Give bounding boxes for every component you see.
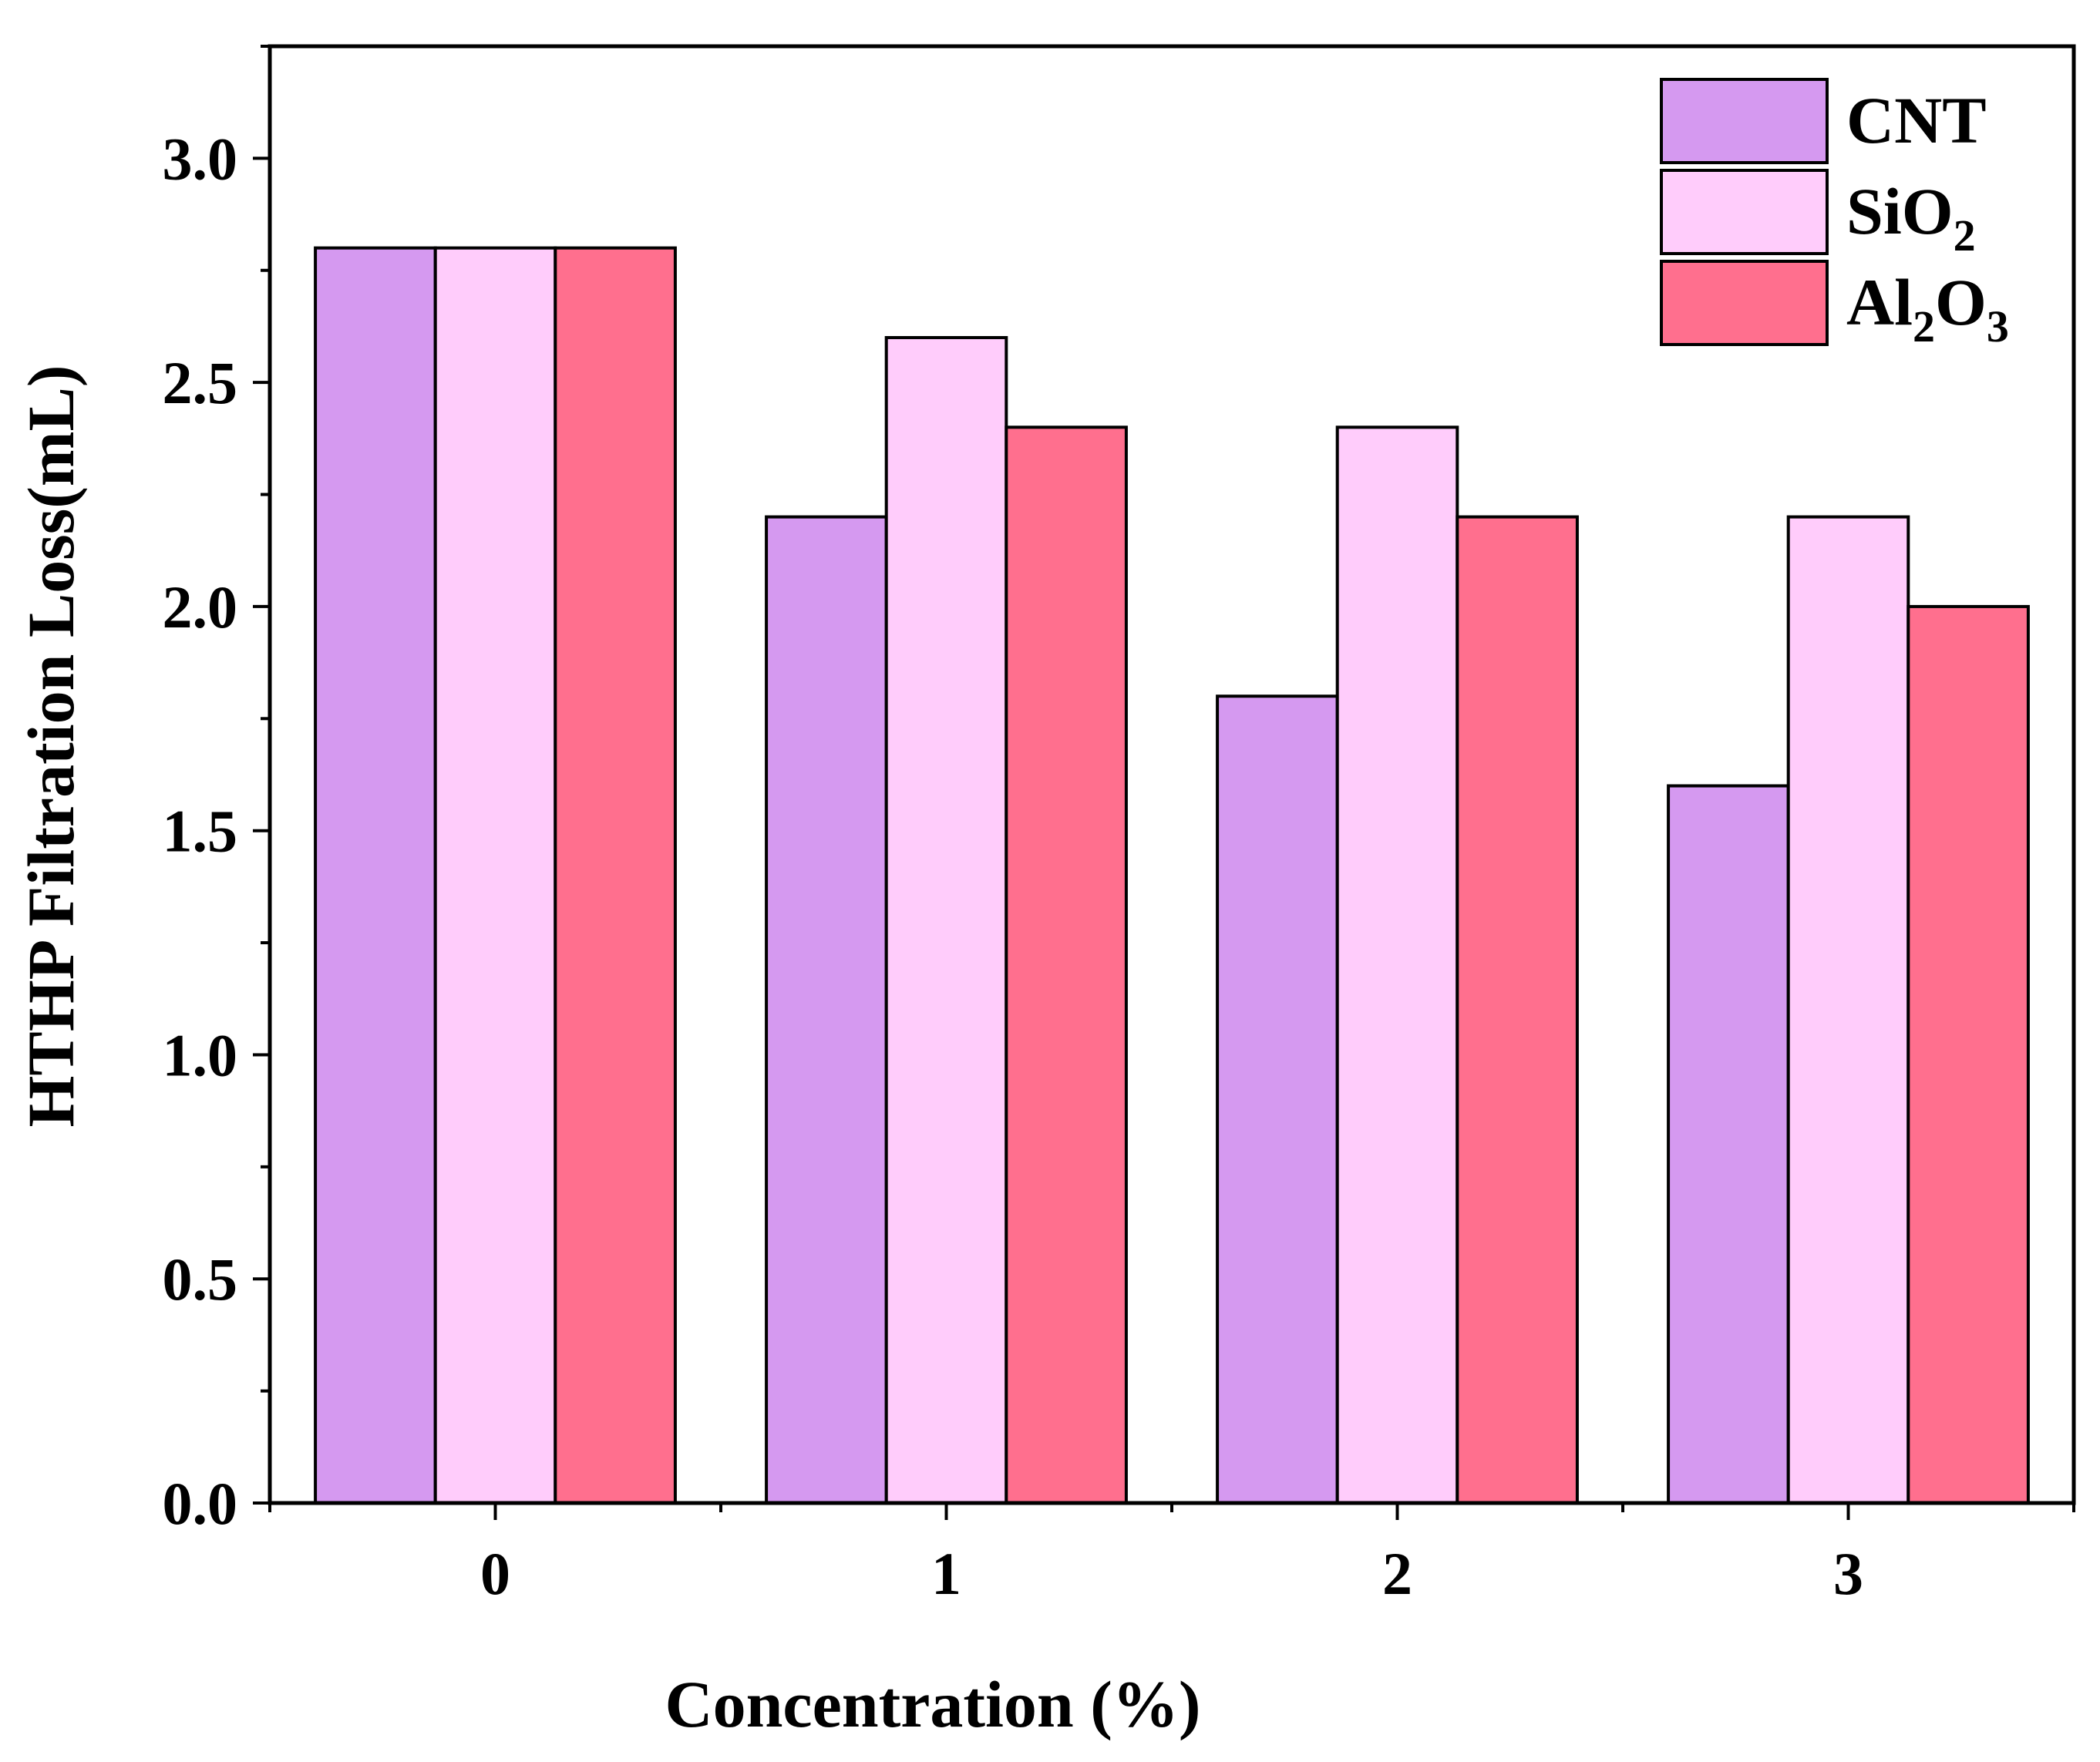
legend-label-CNT: CNT bbox=[1846, 83, 1987, 157]
bar-Al2O3-1 bbox=[1005, 425, 1128, 1505]
y-tick-label: 3.0 bbox=[163, 125, 238, 192]
legend-label-Al2O3: Al2O3 bbox=[1846, 265, 2009, 351]
bar-Al2O3-2 bbox=[1456, 515, 1579, 1505]
y-tick-label: 1.5 bbox=[163, 798, 238, 865]
bar-SiO2-2 bbox=[1335, 425, 1459, 1505]
legend-swatch-CNT bbox=[1660, 78, 1829, 164]
bar-Al2O3-0 bbox=[554, 246, 677, 1505]
bar-CNT-1 bbox=[765, 515, 888, 1505]
bar-SiO2-3 bbox=[1786, 515, 1910, 1505]
legend-swatch-Al2O3 bbox=[1660, 260, 1829, 346]
x-tick-label: 1 bbox=[931, 1540, 961, 1607]
ticks-group: 0.0 0.5 1.0 1.5 2.0 2.5 3.0 0 1 2 3 bbox=[163, 45, 2075, 1607]
bar-CNT-3 bbox=[1667, 784, 1790, 1505]
bar-SiO2-0 bbox=[433, 246, 557, 1505]
x-tick-label: 2 bbox=[1382, 1540, 1412, 1607]
y-tick-label: 0.0 bbox=[163, 1470, 238, 1537]
bars-group bbox=[314, 246, 2030, 1505]
x-tick-label: 3 bbox=[1833, 1540, 1863, 1607]
bar-CNT-0 bbox=[314, 246, 437, 1505]
y-axis-title: HTHP Filtration Loss(mL) bbox=[14, 365, 88, 1128]
bar-CNT-2 bbox=[1216, 694, 1339, 1505]
x-axis-title: Concentration (%) bbox=[665, 1667, 1200, 1741]
x-tick-label: 0 bbox=[480, 1540, 510, 1607]
y-tick-label: 2.5 bbox=[163, 349, 238, 416]
legend-label-SiO2: SiO2 bbox=[1846, 174, 1976, 261]
bar-SiO2-1 bbox=[884, 336, 1008, 1505]
y-tick-label: 0.5 bbox=[163, 1246, 238, 1313]
y-tick-label: 2.0 bbox=[163, 573, 238, 641]
legend-swatch-SiO2 bbox=[1660, 169, 1829, 255]
bar-Al2O3-3 bbox=[1906, 604, 2030, 1505]
y-tick-label: 1.0 bbox=[163, 1021, 238, 1088]
